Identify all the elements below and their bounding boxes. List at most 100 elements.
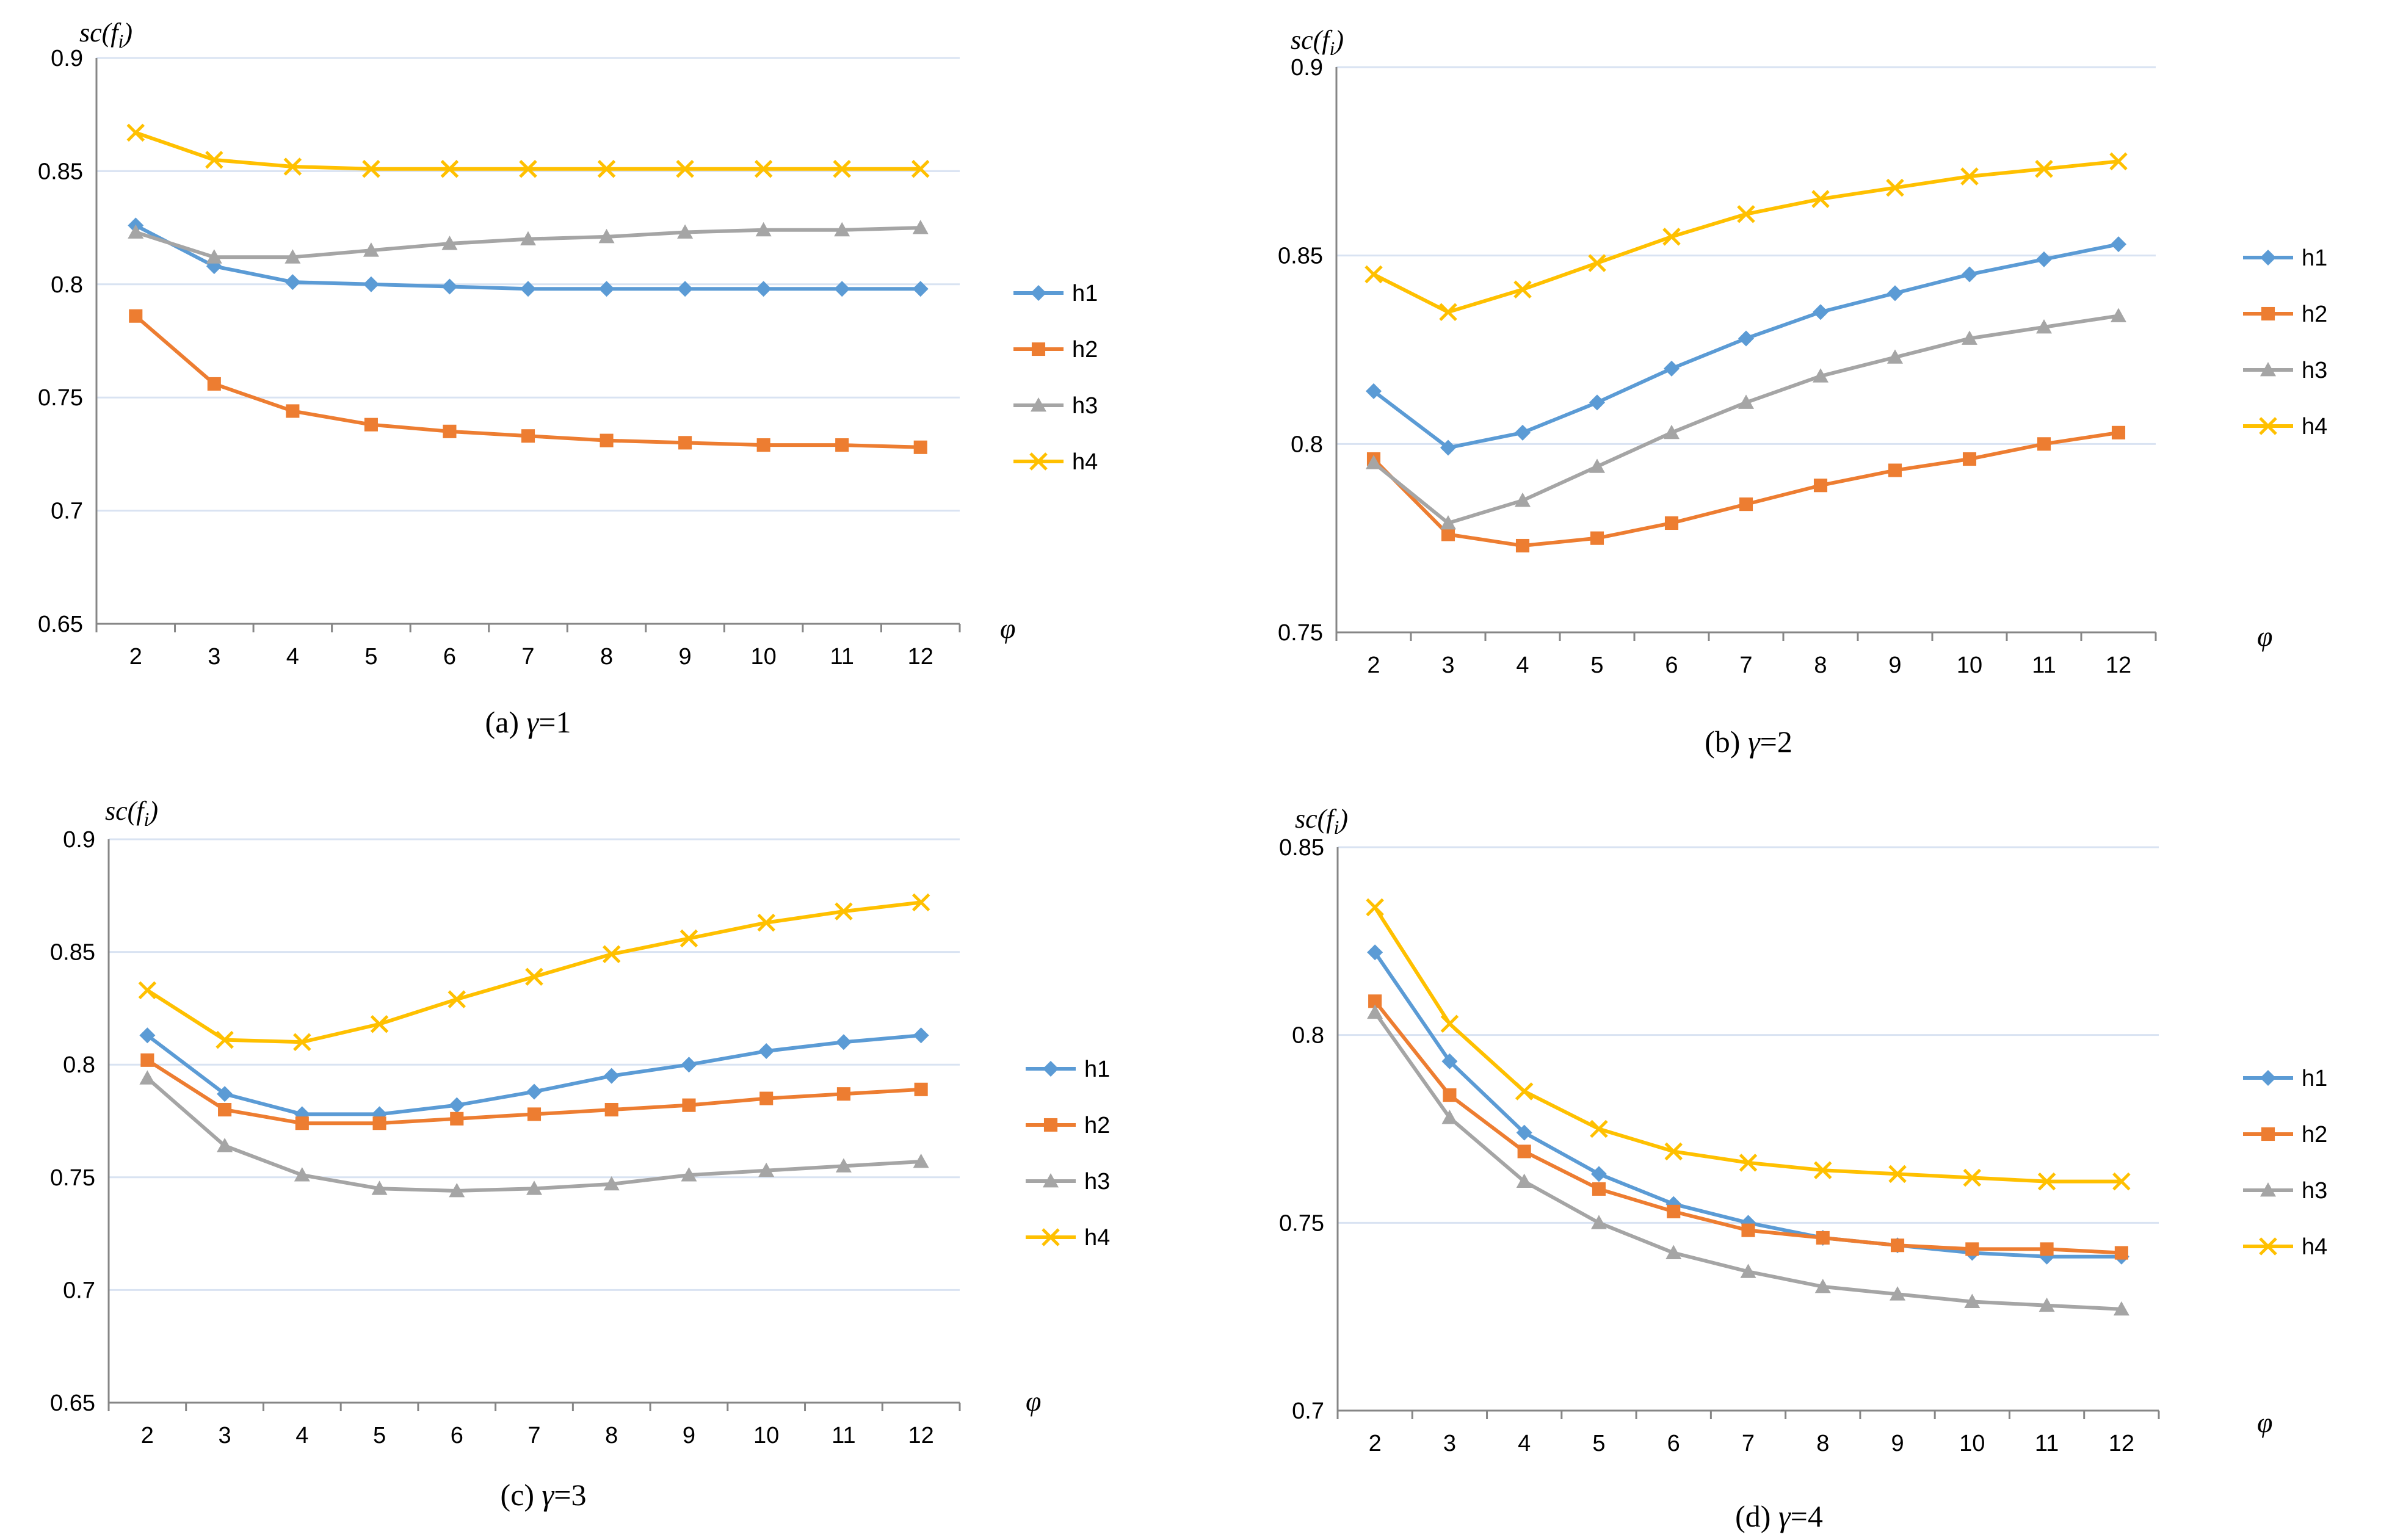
legend-marker-h1: [2260, 250, 2276, 266]
data-point-h3: [1962, 330, 1977, 345]
series-line-h1: [1373, 951, 2122, 1259]
legend-item-h1: h1: [1013, 281, 1098, 306]
series-h2: [1366, 425, 2126, 553]
data-point-h4: [1365, 265, 1383, 284]
x-tick-label: 11: [2035, 1431, 2059, 1456]
data-point-h3: [1738, 394, 1754, 409]
data-point-h4: [1664, 1142, 1683, 1161]
legend-item-h2: h2: [2243, 302, 2327, 327]
data-point-h4: [283, 157, 302, 176]
legend: h1 h2 h3 h4: [1013, 281, 1098, 475]
x-tick-label: 11: [2032, 653, 2056, 678]
chart-caption-c: (c) γ=3: [501, 1478, 587, 1512]
data-point-h2: [527, 1107, 542, 1121]
data-point-h2: [759, 1091, 774, 1105]
data-point-h4: [1439, 303, 1457, 322]
legend-label: h2: [2302, 1122, 2327, 1148]
data-point-h2: [1667, 1204, 1681, 1218]
data-point-h3: [1366, 455, 1382, 469]
series-line-h2: [1372, 430, 2119, 548]
y-axis-label-close: ): [1337, 804, 1348, 834]
data-point-h3: [294, 1167, 310, 1182]
x-tick-label: 2: [1367, 653, 1380, 678]
legend: h1 h2 h3 h4: [2243, 1066, 2327, 1260]
series-line-h4: [1373, 906, 2122, 1184]
data-point-h1: [1440, 439, 1456, 456]
data-point-h3: [1890, 1286, 1906, 1301]
data-point-h3: [677, 224, 694, 239]
legend-label: h4: [2302, 414, 2327, 439]
data-point-h4: [205, 151, 223, 169]
data-point-h2: [1739, 497, 1753, 512]
data-point-h1: [139, 1027, 156, 1044]
chart-svg-d: 0.7 0.75 0.8 0.85 2 3 4 5 6 7 8 9 10 11 12 h1 h2 h3 h4 sc(f…: [1279, 804, 2327, 1533]
data-point-h4: [602, 945, 621, 964]
data-point-h4: [1737, 204, 1755, 223]
data-point-h4: [754, 159, 773, 178]
caption-var: γ: [1748, 725, 1761, 759]
data-point-h2: [1368, 994, 1382, 1008]
legend-item-h4: h4: [1013, 449, 1098, 475]
x-tick-label: 9: [683, 1423, 695, 1448]
data-point-h1: [526, 1083, 542, 1100]
legend-marker-h2: [2261, 306, 2275, 321]
legend: h1 h2 h3 h4: [2243, 245, 2327, 439]
series-line-h2: [134, 314, 921, 449]
data-point-h4: [138, 981, 157, 1000]
x-tick-label: 7: [1739, 653, 1752, 678]
data-point-h2: [2040, 1242, 2054, 1256]
data-point-h1: [1516, 1124, 1532, 1141]
data-point-h1: [1664, 360, 1680, 377]
data-point-h4: [362, 159, 380, 178]
chart-caption-d: (d) γ=4: [1735, 1499, 1823, 1533]
series-line-h4: [135, 131, 921, 171]
x-tick-label: 4: [1516, 653, 1529, 678]
y-tick-label: 0.9: [51, 46, 83, 71]
data-point-h2: [1816, 1231, 1830, 1245]
data-point-h1: [1590, 1166, 1607, 1182]
series-h4: [1365, 152, 2128, 322]
data-point-h1: [449, 1097, 465, 1113]
x-axis-label: φ: [2257, 1407, 2272, 1438]
chart-svg-a: 0.650.70.750.80.850.92 3 4 5 6 7 8 9 10 11 12h1h2h…: [38, 18, 1098, 739]
data-point-h1: [1589, 394, 1605, 411]
data-point-h3: [1590, 1215, 1607, 1229]
y-axis-label-sub: i: [1330, 37, 1335, 59]
data-point-h3: [2036, 319, 2052, 334]
data-point-h3: [835, 1158, 852, 1173]
data-point-h3: [1516, 1173, 1532, 1188]
data-point-h4: [2035, 159, 2053, 178]
legend-item-h2: h2: [1013, 337, 1098, 363]
legend-marker-h1: [1031, 285, 1046, 301]
series-h3: [128, 220, 929, 264]
legend-marker-h4: [1029, 452, 1048, 471]
data-point-h4: [597, 159, 616, 178]
data-point-h4: [833, 159, 851, 178]
legend-label: h4: [1072, 449, 1098, 475]
data-point-h2: [1592, 1182, 1606, 1196]
caption-var: γ: [542, 1478, 555, 1512]
data-point-h2: [678, 436, 692, 450]
y-axis-label-sub: i: [1334, 816, 1339, 838]
legend-label: h1: [2302, 245, 2327, 271]
data-point-h3: [363, 242, 379, 257]
data-point-h3: [2113, 1301, 2129, 1316]
data-point-h2: [682, 1098, 696, 1112]
x-tick-label: 4: [286, 644, 299, 670]
data-point-h4: [1739, 1154, 1758, 1172]
legend-item-h1: h1: [2243, 245, 2327, 271]
legend-item-h2: h2: [1026, 1113, 1110, 1138]
data-point-h1: [2036, 251, 2052, 267]
y-tick-label: 0.8: [1292, 1023, 1324, 1049]
data-point-h2: [1890, 1238, 1905, 1253]
data-point-h4: [1366, 898, 1384, 917]
data-point-h3: [913, 1153, 929, 1168]
data-point-h4: [126, 123, 145, 142]
x-tick-label: 6: [1667, 1431, 1680, 1456]
legend-label: h4: [1084, 1225, 1110, 1251]
y-axis-label-close: ): [1333, 25, 1344, 55]
series-line-h4: [1372, 159, 2119, 314]
series-h4: [1366, 898, 2131, 1191]
series-line-h1: [146, 1033, 921, 1116]
data-point-h2: [1962, 452, 1977, 466]
